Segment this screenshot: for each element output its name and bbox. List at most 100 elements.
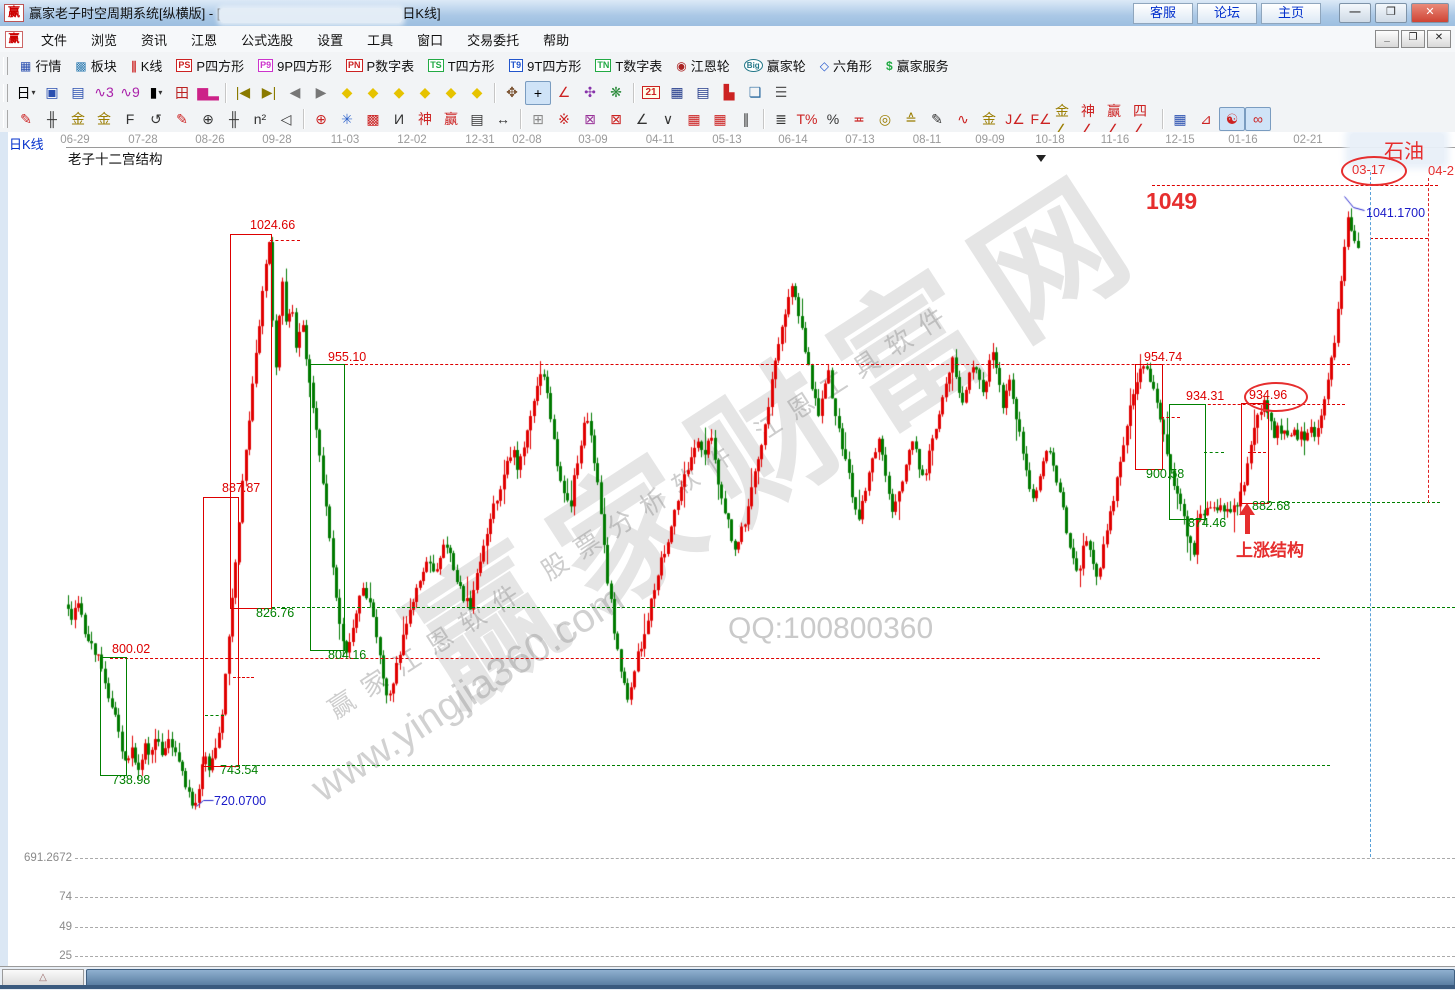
menu-item-8[interactable]: 交易委托 bbox=[467, 32, 520, 48]
gold-circle-icon[interactable]: ◎ bbox=[872, 107, 898, 131]
shen-line-icon[interactable]: 神 bbox=[412, 107, 438, 131]
square-box-icon[interactable]: ⊞ bbox=[525, 107, 551, 131]
si-angle-icon[interactable]: 四∠ bbox=[1132, 103, 1158, 137]
pen-red-icon[interactable]: ✎ bbox=[13, 107, 39, 131]
toolbar-button-t-table[interactable]: TN T数字表 bbox=[588, 54, 669, 77]
diamond-star-icon[interactable]: ◆ bbox=[438, 81, 464, 105]
grid-yellow-icon[interactable]: ▦ bbox=[1167, 107, 1193, 131]
spiral-cycle-icon[interactable]: ↺ bbox=[143, 107, 169, 131]
trend-chart-icon[interactable]: ⊿ bbox=[1193, 107, 1219, 131]
first-page-icon[interactable]: |◀ bbox=[230, 81, 256, 105]
trend-angle-icon[interactable]: ∠ bbox=[551, 81, 577, 105]
circle-cycle-icon[interactable]: ⊕ bbox=[195, 107, 221, 131]
notebook-icon[interactable]: ▤ bbox=[690, 81, 716, 105]
menu-item-0[interactable]: 文件 bbox=[41, 32, 68, 48]
percent-icon[interactable]: % bbox=[820, 107, 846, 131]
send-icon[interactable]: ❏ bbox=[742, 81, 768, 105]
diamond-right-icon[interactable]: ◆ bbox=[360, 81, 386, 105]
calculator-icon[interactable]: ▦ bbox=[664, 81, 690, 105]
toolbar-button-winner-service[interactable]: $ 赢家服务 bbox=[879, 54, 956, 77]
menu-item-5[interactable]: 设置 bbox=[317, 32, 344, 48]
gold-angle-icon[interactable]: 金∠ bbox=[1054, 103, 1080, 137]
fan-grid-icon[interactable]: ⊠ bbox=[577, 107, 603, 131]
mdi-minimize-button[interactable]: _ bbox=[1375, 30, 1399, 48]
printer-icon[interactable]: ☰ bbox=[768, 81, 794, 105]
mdi-close-button[interactable]: ✕ bbox=[1427, 30, 1451, 48]
volume-icon[interactable]: ▆▂ bbox=[195, 81, 221, 105]
time-ruler-icon[interactable]: ╫ bbox=[39, 107, 65, 131]
diamond-x-icon[interactable]: ◆ bbox=[412, 81, 438, 105]
percent-line-icon[interactable]: ≖ bbox=[846, 107, 872, 131]
spiral-icon[interactable]: ❋ bbox=[603, 81, 629, 105]
menu-item-4[interactable]: 公式选股 bbox=[241, 32, 294, 48]
restore-button[interactable]: ❐ bbox=[1375, 3, 1407, 23]
shen-angle-icon[interactable]: 神∠ bbox=[1080, 103, 1106, 137]
menu-item-1[interactable]: 浏览 bbox=[91, 32, 118, 48]
comb-ruler-icon[interactable]: ╫ bbox=[221, 107, 247, 131]
ying-line-icon[interactable]: 赢 bbox=[438, 107, 464, 131]
toolbar-button-9p-square[interactable]: P9 9P四方形 bbox=[251, 54, 339, 77]
gann-grid-icon[interactable]: ▦ bbox=[681, 107, 707, 131]
multi-window-icon[interactable]: ▣ bbox=[39, 81, 65, 105]
vee-icon[interactable]: ∨ bbox=[655, 107, 681, 131]
toolbar-button-sectors[interactable]: ▩ 板块 bbox=[68, 54, 123, 77]
angle-lines-icon[interactable]: ∠ bbox=[629, 107, 655, 131]
close-button[interactable]: ✕ bbox=[1411, 3, 1449, 23]
ruler-table-icon[interactable]: ▤ bbox=[464, 107, 490, 131]
diamond-swing-icon[interactable]: ◆ bbox=[386, 81, 412, 105]
double-k-icon[interactable]: 田 bbox=[169, 81, 195, 105]
candle-style-button[interactable]: ▮ ▾ bbox=[143, 81, 169, 105]
calendar-icon[interactable]: 21 bbox=[638, 81, 664, 105]
web-grid-icon[interactable]: ▩ bbox=[360, 107, 386, 131]
wave3-icon[interactable]: ∿3 bbox=[91, 81, 117, 105]
customer-service-button[interactable]: 客服 bbox=[1133, 2, 1193, 24]
menu-item-2[interactable]: 资讯 bbox=[141, 32, 168, 48]
star-grid-icon[interactable]: ✳ bbox=[334, 107, 360, 131]
info-panel-icon[interactable]: ▤ bbox=[65, 81, 91, 105]
wave9-icon[interactable]: ∿9 bbox=[117, 81, 143, 105]
toolbar-button-gann-wheel[interactable]: ◉ 江恩轮 bbox=[669, 54, 737, 77]
toolbar-button-quotes[interactable]: ▦ 行情 bbox=[13, 54, 68, 77]
pen-cycle-icon[interactable]: ✎ bbox=[169, 107, 195, 131]
wave-count-icon[interactable]: И bbox=[386, 107, 412, 131]
price-scale-icon[interactable]: ≣ bbox=[768, 107, 794, 131]
gann-knot-icon[interactable]: ✣ bbox=[577, 81, 603, 105]
homepage-button[interactable]: 主页 bbox=[1261, 2, 1321, 24]
minimize-button[interactable]: — bbox=[1339, 3, 1371, 23]
menu-item-9[interactable]: 帮助 bbox=[543, 32, 570, 48]
pencil-icon[interactable]: ✎ bbox=[924, 107, 950, 131]
crosshair-tool-icon[interactable]: + bbox=[525, 80, 551, 105]
fib-time-icon[interactable]: F bbox=[117, 107, 143, 131]
t-percent-icon[interactable]: T% bbox=[794, 107, 820, 131]
mdi-restore-button[interactable]: ❐ bbox=[1401, 30, 1425, 48]
toolbar-button-winner-wheel[interactable]: Big 赢家轮 bbox=[737, 54, 813, 77]
parallel-lines-icon[interactable]: ∥ bbox=[733, 107, 759, 131]
last-page-icon[interactable]: ▶| bbox=[256, 81, 282, 105]
j-angle-icon[interactable]: J∠ bbox=[1002, 107, 1028, 131]
fan-grid2-icon[interactable]: ⊠ bbox=[603, 107, 629, 131]
forum-button[interactable]: 论坛 bbox=[1197, 2, 1257, 24]
menu-item-7[interactable]: 窗口 bbox=[417, 32, 444, 48]
f-angle-icon[interactable]: F∠ bbox=[1028, 107, 1054, 131]
gold-cycle-icon[interactable]: 金 bbox=[65, 107, 91, 131]
gold-cycle2-icon[interactable]: 金 bbox=[91, 107, 117, 131]
kline-chart-area[interactable]: 赢家财富网 赢家江恩软件 股票分析软件 江恩工具软件 www.yingjia36… bbox=[0, 132, 1455, 966]
kline-canvas[interactable] bbox=[0, 132, 1455, 966]
next-bar-icon[interactable]: ▶ bbox=[308, 81, 334, 105]
span-icon[interactable]: ↔ bbox=[490, 107, 516, 131]
diamond-plus-icon[interactable]: ◆ bbox=[464, 81, 490, 105]
toolbar-button-p-square[interactable]: PS P四方形 bbox=[169, 54, 251, 77]
gold-mark-icon[interactable]: 金 bbox=[976, 107, 1002, 131]
ying-angle-icon[interactable]: 赢∠ bbox=[1106, 103, 1132, 137]
menu-item-3[interactable]: 江恩 bbox=[191, 32, 218, 48]
diamond-left-icon[interactable]: ◆ bbox=[334, 81, 360, 105]
toolbar-button-p-table[interactable]: PN P数字表 bbox=[339, 54, 421, 77]
period-day-button[interactable]: 日 ▾ bbox=[13, 81, 39, 105]
red-target-icon[interactable]: ⊕ bbox=[308, 107, 334, 131]
toolbar-button-hexagon[interactable]: ◇ 六角形 bbox=[813, 54, 879, 77]
toolbar-button-9t-square[interactable]: T9 9T四方形 bbox=[502, 54, 589, 77]
save-icon[interactable]: ▙ bbox=[716, 81, 742, 105]
infinity-icon[interactable]: ∞ bbox=[1245, 107, 1271, 131]
hand-tool-icon[interactable]: ✥ bbox=[499, 81, 525, 105]
toolbar-button-kline[interactable]: ∥ K线 bbox=[124, 54, 170, 77]
